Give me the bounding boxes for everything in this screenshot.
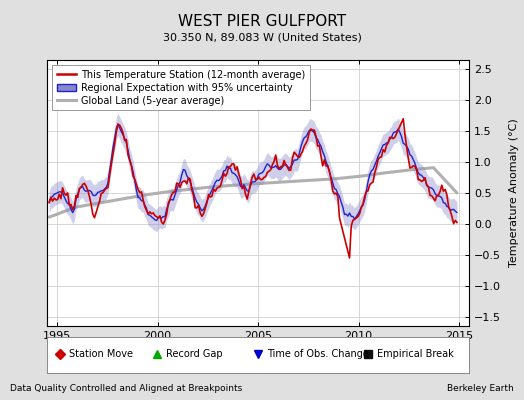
- Text: Data Quality Controlled and Aligned at Breakpoints: Data Quality Controlled and Aligned at B…: [10, 384, 243, 393]
- Y-axis label: Temperature Anomaly (°C): Temperature Anomaly (°C): [509, 119, 519, 267]
- Text: Time of Obs. Change: Time of Obs. Change: [267, 349, 369, 359]
- Text: 30.350 N, 89.083 W (United States): 30.350 N, 89.083 W (United States): [162, 32, 362, 42]
- Text: Berkeley Earth: Berkeley Earth: [447, 384, 514, 393]
- Text: WEST PIER GULFPORT: WEST PIER GULFPORT: [178, 14, 346, 29]
- Legend: This Temperature Station (12-month average), Regional Expectation with 95% uncer: This Temperature Station (12-month avera…: [52, 65, 310, 110]
- Text: Station Move: Station Move: [69, 349, 133, 359]
- Text: Record Gap: Record Gap: [166, 349, 223, 359]
- Text: Empirical Break: Empirical Break: [377, 349, 454, 359]
